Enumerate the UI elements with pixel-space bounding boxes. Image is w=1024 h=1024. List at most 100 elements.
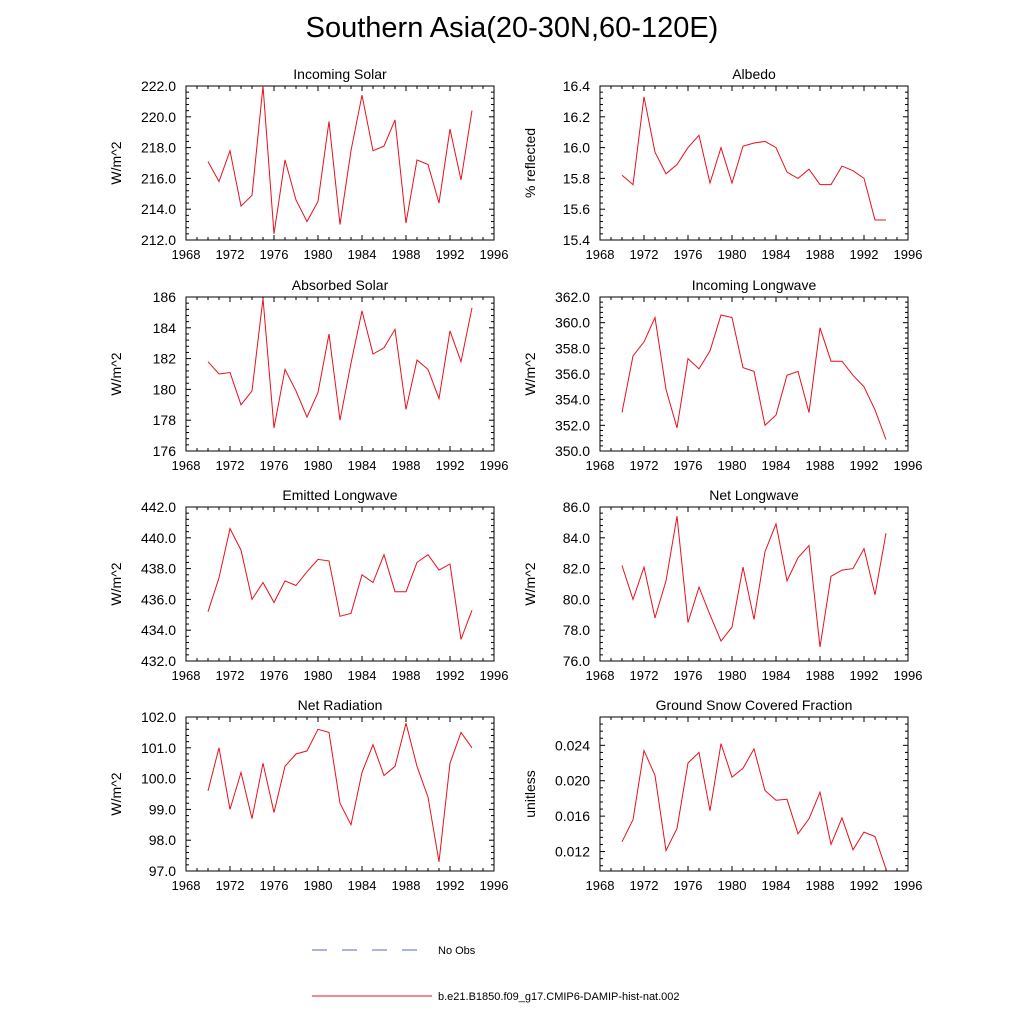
x-tick-label: 1968 [172,878,201,893]
x-tick-label: 1972 [630,668,659,683]
x-tick-label: 1992 [850,247,879,262]
x-tick-label: 1980 [304,247,333,262]
x-tick-label: 1980 [718,458,747,473]
panel-title: Net Radiation [298,697,383,713]
series-line [621,96,886,221]
y-tick-label: 99.0 [149,801,176,817]
x-tick-label: 1968 [172,668,201,683]
y-axis-label: unitless [522,770,538,817]
y-tick-label: 100.0 [141,771,176,787]
series-line [207,527,473,640]
series-line [621,314,887,440]
x-tick-label: 1992 [850,458,879,473]
y-tick-label: 184 [153,320,177,336]
x-tick-label: 1980 [718,878,747,893]
x-tick-label: 1972 [216,878,245,893]
y-axis-label: W/m^2 [108,352,124,395]
x-tick-label: 1976 [674,668,703,683]
y-tick-label: 358.0 [555,340,590,356]
panel-title: Incoming Longwave [692,277,817,293]
x-tick-label: 1976 [674,458,703,473]
y-tick-label: 222.0 [141,78,176,94]
y-tick-label: 182 [153,351,177,367]
x-tick-label: 1988 [392,668,421,683]
panel-title: Albedo [732,66,776,82]
plot-frame [599,296,909,452]
y-tick-label: 212.0 [141,232,176,248]
series-line [207,298,473,428]
y-tick-label: 360.0 [555,315,590,331]
y-tick-label: 216.0 [141,170,176,186]
x-tick-label: 1996 [480,247,509,262]
x-tick-label: 1968 [172,458,201,473]
x-tick-label: 1996 [480,878,509,893]
panel-title: Net Longwave [709,487,799,503]
x-tick-label: 1976 [260,878,289,893]
y-tick-label: 86.0 [563,499,590,515]
x-tick-label: 1984 [348,878,377,893]
y-axis-label: W/m^2 [522,352,538,395]
x-tick-label: 1968 [586,668,615,683]
y-axis-label: % reflected [522,128,538,198]
y-tick-label: 354.0 [555,392,590,408]
y-tick-label: 440.0 [141,530,176,546]
y-tick-label: 438.0 [141,561,176,577]
y-tick-label: 76.0 [563,653,590,669]
x-tick-label: 1992 [436,668,465,683]
y-tick-label: 0.024 [555,737,590,753]
panel-title: Absorbed Solar [292,277,389,293]
panel-title: Ground Snow Covered Fraction [656,697,853,713]
x-tick-label: 1984 [348,458,377,473]
y-tick-label: 436.0 [141,591,176,607]
y-tick-label: 84.0 [563,530,590,546]
y-axis-label: W/m^2 [108,141,124,184]
x-tick-label: 1972 [216,668,245,683]
series-line [207,85,473,234]
x-tick-label: 1996 [894,878,923,893]
x-tick-label: 1984 [762,458,791,473]
plot-frame [185,716,495,872]
x-tick-label: 1980 [718,668,747,683]
x-tick-label: 1980 [304,458,333,473]
x-tick-label: 1976 [260,668,289,683]
y-tick-label: 0.016 [555,808,590,824]
series-line [621,743,887,870]
panel-title: Emitted Longwave [282,487,397,503]
x-tick-label: 1968 [586,247,615,262]
panel-absorbed-solar: Absorbed Solar W/m^2 1968 1972 1976 1980 1984 1… [108,277,508,473]
panel-ground-snow-covered-fraction: Ground Snow Covered Fraction unitless 1968… [522,697,922,893]
y-axis-label: W/m^2 [108,772,124,815]
x-tick-label: 1980 [304,878,333,893]
x-tick-label: 1972 [216,247,245,262]
y-tick-label: 101.0 [141,740,176,756]
y-tick-label: 214.0 [141,201,176,217]
y-tick-label: 362.0 [555,289,590,305]
x-tick-label: 1976 [260,458,289,473]
x-tick-label: 1992 [850,878,879,893]
panel-title: Incoming Solar [293,66,387,82]
y-tick-label: 15.4 [563,232,590,248]
y-tick-label: 78.0 [563,622,590,638]
x-tick-label: 1972 [216,458,245,473]
y-tick-label: 16.0 [563,140,590,156]
y-tick-label: 178 [153,412,177,428]
y-tick-label: 98.0 [149,832,176,848]
x-tick-label: 1968 [586,878,615,893]
x-tick-label: 1988 [806,247,835,262]
x-tick-label: 1992 [436,878,465,893]
x-tick-label: 1984 [762,247,791,262]
x-tick-label: 1996 [894,668,923,683]
x-tick-label: 1996 [480,668,509,683]
y-tick-label: 220.0 [141,109,176,125]
y-tick-label: 434.0 [141,622,176,638]
plot-frame [599,716,909,872]
x-tick-label: 1976 [674,878,703,893]
plot-frame [185,506,495,662]
plot-frame [185,296,495,452]
y-tick-label: 16.4 [563,78,590,94]
y-tick-label: 80.0 [563,591,590,607]
x-tick-label: 1996 [480,458,509,473]
panel-net-longwave: Net Longwave W/m^2 1968 1972 1976 1980 1984 198… [522,487,922,683]
y-tick-label: 15.8 [563,170,590,186]
y-axis-label: W/m^2 [522,562,538,605]
